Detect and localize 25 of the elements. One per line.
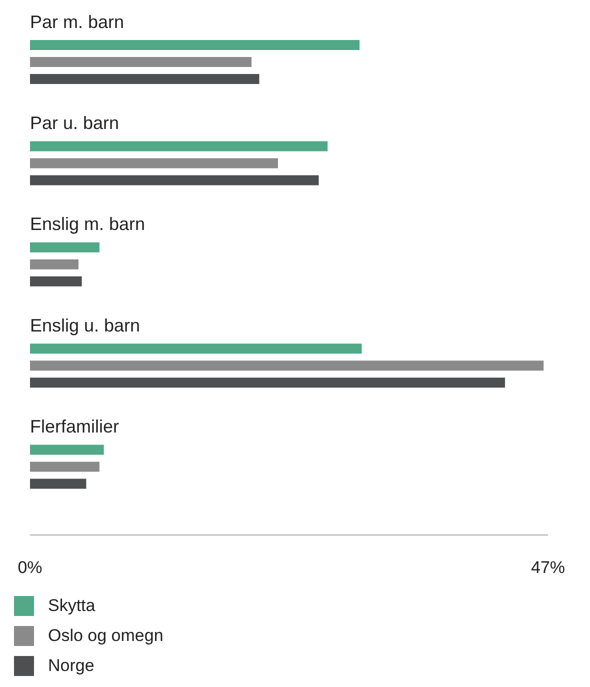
bar	[30, 40, 360, 50]
bar	[30, 344, 362, 354]
y-tick-label: Par m. barn	[30, 12, 124, 32]
legend-label: Oslo og omegn	[48, 626, 164, 646]
bar	[30, 378, 506, 388]
bar	[30, 444, 104, 455]
legend-label: Norge	[48, 656, 94, 676]
bar	[30, 276, 82, 286]
y-tick-label: Enslig m. barn	[30, 214, 146, 234]
bar	[30, 360, 544, 371]
bar	[30, 57, 252, 67]
legend-label: Skytta	[48, 596, 96, 616]
bar	[30, 175, 319, 186]
y-tick-label: Flerfamilier	[30, 416, 120, 437]
bar	[30, 158, 278, 168]
bar	[30, 478, 86, 489]
bar	[30, 259, 78, 270]
y-tick-label: Enslig u. barn	[30, 315, 140, 336]
bar	[30, 74, 260, 84]
bar	[30, 462, 100, 472]
bar	[30, 242, 100, 252]
y-tick-label: Par u. barn	[30, 112, 120, 133]
x-tick-label: 47%	[530, 558, 566, 578]
x-tick-label: 0%	[18, 558, 42, 578]
bar	[30, 141, 328, 152]
